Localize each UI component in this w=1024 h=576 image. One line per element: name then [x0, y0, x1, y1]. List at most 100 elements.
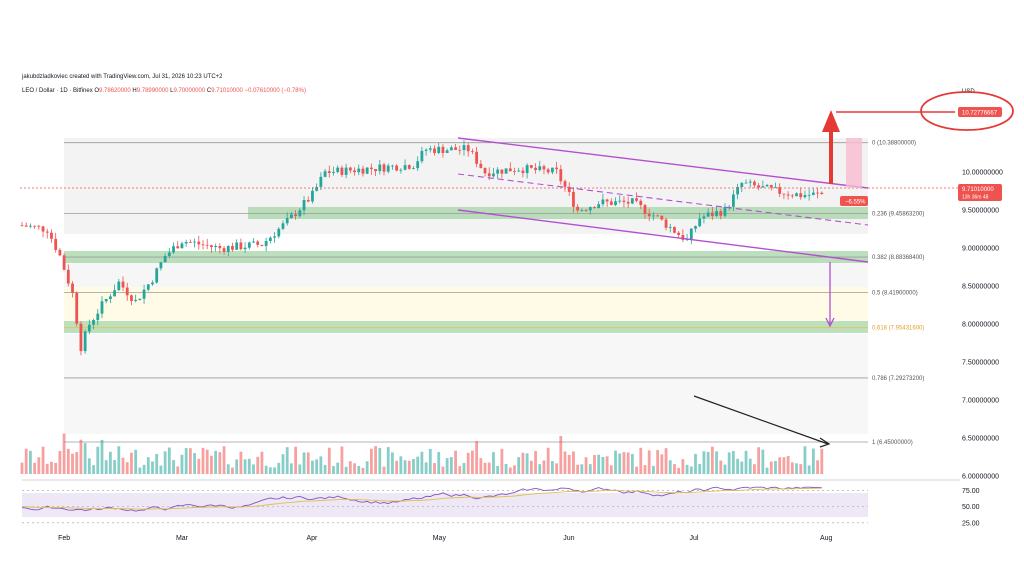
- candle-body[interactable]: [706, 212, 710, 217]
- volume-bar[interactable]: [542, 460, 546, 474]
- volume-bar[interactable]: [757, 447, 761, 474]
- candle-body[interactable]: [698, 218, 702, 227]
- volume-bar[interactable]: [525, 453, 529, 474]
- volume-bar[interactable]: [24, 448, 28, 474]
- candle-body[interactable]: [268, 237, 272, 241]
- candle-body[interactable]: [605, 199, 609, 202]
- volume-bar[interactable]: [361, 467, 365, 474]
- volume-bar[interactable]: [496, 465, 500, 474]
- candle-body[interactable]: [184, 241, 188, 244]
- candle-body[interactable]: [593, 207, 596, 209]
- candle-body[interactable]: [113, 290, 117, 297]
- volume-bar[interactable]: [550, 461, 554, 474]
- candle-body[interactable]: [214, 245, 218, 248]
- candle-body[interactable]: [630, 198, 634, 204]
- volume-bar[interactable]: [155, 453, 159, 474]
- candle-body[interactable]: [75, 292, 79, 324]
- volume-bar[interactable]: [538, 464, 542, 474]
- volume-bar[interactable]: [471, 450, 474, 474]
- volume-bar[interactable]: [626, 452, 630, 474]
- volume-bar[interactable]: [193, 453, 196, 474]
- volume-bar[interactable]: [332, 466, 335, 474]
- volume-bar[interactable]: [378, 447, 382, 474]
- volume-bar[interactable]: [62, 433, 66, 474]
- candle-body[interactable]: [782, 193, 786, 195]
- volume-bar[interactable]: [492, 452, 495, 474]
- volume-bar[interactable]: [517, 457, 521, 474]
- volume-bar[interactable]: [694, 453, 697, 474]
- volume-bar[interactable]: [37, 457, 41, 474]
- candle-body[interactable]: [167, 252, 171, 257]
- volume-bar[interactable]: [172, 460, 175, 474]
- candle-body[interactable]: [180, 243, 184, 249]
- volume-bar[interactable]: [622, 452, 626, 474]
- volume-bar[interactable]: [786, 456, 790, 474]
- candle-body[interactable]: [769, 184, 773, 188]
- volume-bar[interactable]: [647, 450, 651, 474]
- candle-body[interactable]: [757, 185, 761, 188]
- candle-body[interactable]: [231, 245, 234, 250]
- volume-bar[interactable]: [487, 462, 491, 474]
- candle-body[interactable]: [403, 165, 407, 170]
- volume-bar[interactable]: [572, 451, 575, 474]
- volume-bar[interactable]: [353, 463, 356, 474]
- volume-bar[interactable]: [268, 467, 272, 474]
- volume-bar[interactable]: [45, 463, 49, 474]
- volume-bar[interactable]: [273, 467, 276, 474]
- candle-body[interactable]: [807, 194, 811, 196]
- candle-body[interactable]: [736, 186, 740, 195]
- candle-body[interactable]: [622, 200, 626, 202]
- volume-bar[interactable]: [75, 452, 79, 474]
- candle-body[interactable]: [744, 182, 748, 184]
- volume-bar[interactable]: [799, 464, 803, 474]
- volume-bar[interactable]: [365, 461, 369, 474]
- volume-bar[interactable]: [504, 463, 508, 474]
- volume-bar[interactable]: [555, 463, 558, 474]
- volume-bar[interactable]: [618, 453, 622, 474]
- volume-bar[interactable]: [416, 456, 420, 474]
- candle-body[interactable]: [445, 150, 449, 154]
- volume-bar[interactable]: [327, 447, 331, 474]
- channel-upper-line[interactable]: [457, 137, 869, 189]
- volume-bar[interactable]: [252, 464, 255, 474]
- candle-body[interactable]: [639, 200, 643, 206]
- candle-body[interactable]: [285, 218, 289, 224]
- candle-body[interactable]: [479, 163, 483, 168]
- candle-body[interactable]: [353, 170, 356, 173]
- candle-body[interactable]: [96, 313, 100, 321]
- candle-body[interactable]: [348, 167, 352, 171]
- volume-bar[interactable]: [239, 451, 243, 474]
- candle-body[interactable]: [205, 244, 209, 246]
- candle-body[interactable]: [475, 151, 479, 164]
- candle-body[interactable]: [584, 209, 588, 211]
- volume-bar[interactable]: [420, 451, 424, 474]
- candle-body[interactable]: [597, 204, 601, 209]
- volume-bar[interactable]: [29, 450, 32, 474]
- candle-body[interactable]: [719, 211, 723, 216]
- volume-bar[interactable]: [399, 456, 403, 474]
- volume-bar[interactable]: [264, 465, 268, 474]
- candle-body[interactable]: [176, 246, 180, 249]
- volume-bar[interactable]: [374, 446, 377, 474]
- candle-body[interactable]: [513, 171, 516, 173]
- candle-body[interactable]: [795, 193, 798, 197]
- volume-bar[interactable]: [184, 448, 188, 474]
- candle-body[interactable]: [681, 235, 685, 240]
- volume-bar[interactable]: [437, 451, 441, 474]
- volume-bar[interactable]: [744, 450, 748, 474]
- candle-body[interactable]: [462, 145, 466, 151]
- volume-bar[interactable]: [445, 458, 449, 474]
- candle-body[interactable]: [281, 223, 285, 229]
- volume-bar[interactable]: [433, 463, 436, 474]
- candle-body[interactable]: [407, 165, 411, 169]
- volume-bar[interactable]: [113, 460, 117, 474]
- candle-body[interactable]: [740, 182, 744, 187]
- volume-bar[interactable]: [79, 439, 83, 474]
- candle-body[interactable]: [647, 213, 651, 217]
- candle-body[interactable]: [188, 241, 192, 243]
- candle-body[interactable]: [534, 167, 537, 171]
- volume-bar[interactable]: [391, 452, 394, 474]
- candle-body[interactable]: [134, 299, 138, 301]
- volume-bar[interactable]: [87, 458, 91, 474]
- volume-bar[interactable]: [163, 451, 167, 474]
